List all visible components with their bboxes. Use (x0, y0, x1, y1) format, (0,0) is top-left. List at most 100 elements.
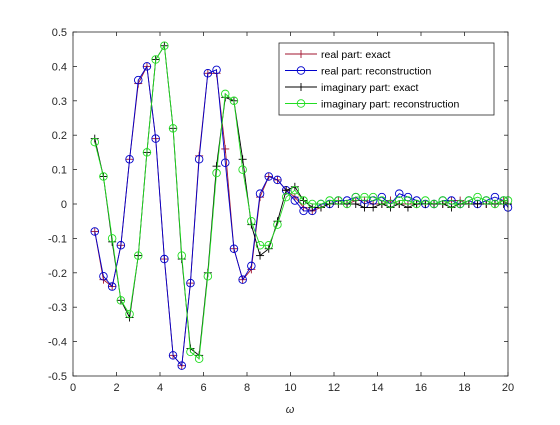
y-tick-label: 0.3 (52, 96, 67, 108)
data-point-circle (264, 172, 274, 181)
data-point-circle (151, 55, 160, 64)
data-point-circle (412, 199, 421, 209)
data-point-circle (255, 241, 265, 250)
legend-label: imaginary part: reconstruction (321, 99, 459, 111)
data-point-circle (220, 89, 230, 99)
data-point-circle (290, 196, 300, 205)
data-point-circle (220, 158, 230, 167)
x-tick-label: 2 (113, 382, 119, 394)
data-point-plus (369, 203, 378, 212)
data-point-circle (133, 251, 143, 260)
legend-item: imaginary part: reconstruction (285, 99, 459, 111)
series-line (94, 44, 508, 360)
data-point-circle (290, 185, 300, 195)
data-point-circle (482, 196, 491, 205)
data-point-circle (490, 199, 500, 209)
data-point-circle (203, 69, 213, 78)
legend-box (278, 42, 495, 116)
data-point-circle (125, 155, 134, 164)
data-point-circle (229, 244, 239, 253)
data-point-circle (116, 241, 126, 250)
y-tick-label: -0.5 (48, 371, 67, 383)
data-point-plus (238, 155, 247, 164)
data-point-circle (107, 282, 117, 291)
x-axis-label: ω (286, 404, 295, 416)
data-point-circle (368, 192, 378, 202)
y-tick-label: -0.3 (48, 302, 67, 314)
data-point-circle (90, 137, 99, 147)
data-point-circle (133, 75, 143, 85)
data-point-circle (90, 227, 99, 236)
data-point-circle (203, 271, 213, 281)
legend-label: imaginary part: exact (321, 82, 419, 94)
data-point-circle (299, 196, 308, 205)
y-tick-label: 0.5 (52, 27, 67, 39)
data-point-circle (99, 271, 108, 281)
data-point-circle (212, 65, 221, 75)
data-point-circle (429, 199, 439, 209)
x-tick-label: 12 (328, 382, 340, 394)
legend-item: imaginary part: exact (285, 82, 419, 94)
y-tick-label: 0 (61, 199, 67, 211)
data-point-circle (334, 196, 343, 205)
data-point-circle (395, 196, 404, 205)
x-tick-label: 14 (371, 382, 383, 394)
data-point-plus (256, 251, 265, 260)
data-point-circle (212, 168, 221, 178)
data-point-circle (255, 189, 265, 198)
data-point-circle (194, 155, 204, 164)
data-point-circle (247, 261, 256, 271)
data-point-circle (168, 124, 178, 133)
data-point-plus (221, 144, 230, 153)
data-point-circle (395, 189, 404, 198)
x-tick-label: 18 (458, 382, 470, 394)
data-point-circle (229, 96, 239, 106)
data-point-circle (186, 347, 195, 357)
legend-label: real part: exact (321, 49, 391, 61)
data-point-circle (238, 275, 247, 284)
y-tick-label: -0.2 (48, 268, 67, 280)
data-point-circle (99, 172, 108, 181)
y-tick-label: 0.1 (52, 165, 67, 177)
data-point-circle (186, 278, 195, 288)
data-point-circle (247, 216, 256, 226)
data-point-circle (308, 199, 317, 209)
data-point-circle (264, 241, 274, 250)
x-tick-label: 16 (415, 382, 427, 394)
data-point-circle (351, 192, 361, 202)
data-point-circle (177, 361, 186, 370)
legend-item: real part: exact (285, 49, 391, 61)
axes-box (72, 31, 509, 377)
x-tick-label: 0 (70, 382, 76, 394)
data-point-circle (160, 254, 169, 264)
data-point-circle (142, 62, 152, 71)
legend-marker-circle (296, 66, 306, 75)
x-tick-label: 8 (244, 382, 250, 394)
data-point-circle (299, 206, 308, 216)
y-tick-label: -0.1 (48, 233, 67, 245)
data-point-plus (360, 203, 369, 212)
data-point-circle (438, 196, 448, 205)
x-tick-label: 4 (157, 382, 163, 394)
data-point-circle (421, 196, 430, 205)
data-point-circle (194, 354, 204, 364)
data-point-circle (360, 192, 369, 202)
series-layer (90, 41, 513, 370)
data-point-circle (177, 251, 186, 260)
data-point-circle (455, 199, 465, 209)
legend: real part: exact real part: reconstructio… (278, 42, 495, 116)
data-point-circle (377, 196, 387, 205)
data-point-circle (386, 199, 395, 209)
data-point-circle (316, 199, 326, 209)
data-point-circle (403, 196, 413, 205)
axes-layer: 0 2 4 6 8 10 12 14 16 18 20 -0.5 -0.4 -0.3 -0.2 -0.1 0 0.… (48, 27, 514, 394)
series-4 (90, 41, 513, 364)
legend-label: real part: reconstruction (321, 66, 431, 78)
data-point-circle (142, 148, 152, 157)
data-point-circle (238, 165, 247, 174)
y-tick-label: -0.4 (48, 337, 67, 349)
y-tick-label: 0.2 (52, 130, 67, 142)
legend-item: real part: reconstruction (285, 66, 431, 78)
